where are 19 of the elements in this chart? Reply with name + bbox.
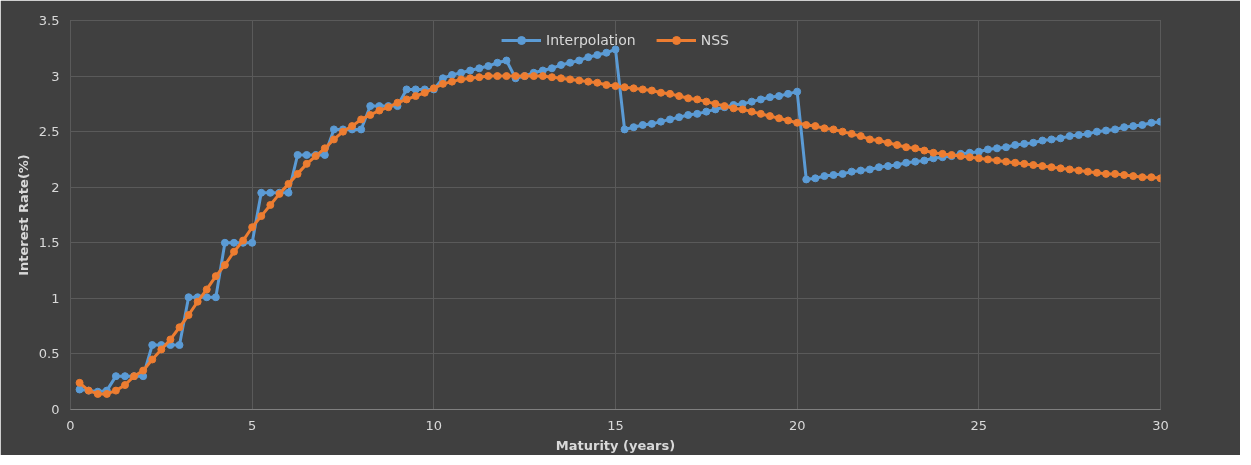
x-axis-title: Maturity (years) <box>555 437 676 453</box>
y-tick-label: 2 <box>51 179 60 195</box>
y-tick-label: 2.5 <box>38 124 60 140</box>
x-tick-label: 5 <box>248 417 257 433</box>
y-tick-label: 0.5 <box>38 346 60 362</box>
x-tick-label: 0 <box>66 417 75 433</box>
y-tick-label: 1.5 <box>38 235 60 251</box>
legend-label: Interpolation <box>546 32 636 48</box>
legend-label: NSS <box>700 32 729 48</box>
x-tick-label: 30 <box>1152 417 1169 433</box>
y-tick-label: 3 <box>51 68 60 84</box>
x-tick-label: 25 <box>970 417 988 433</box>
x-tick-label: 15 <box>607 417 624 433</box>
x-tick-label: 20 <box>788 417 806 433</box>
y-tick-label: 3.5 <box>38 13 60 28</box>
x-tick-label: 10 <box>425 417 443 433</box>
y-tick-label: 0 <box>51 402 60 417</box>
y-axis-title: Interest Rate(%) <box>15 154 31 276</box>
y-tick-label: 1 <box>51 290 60 306</box>
